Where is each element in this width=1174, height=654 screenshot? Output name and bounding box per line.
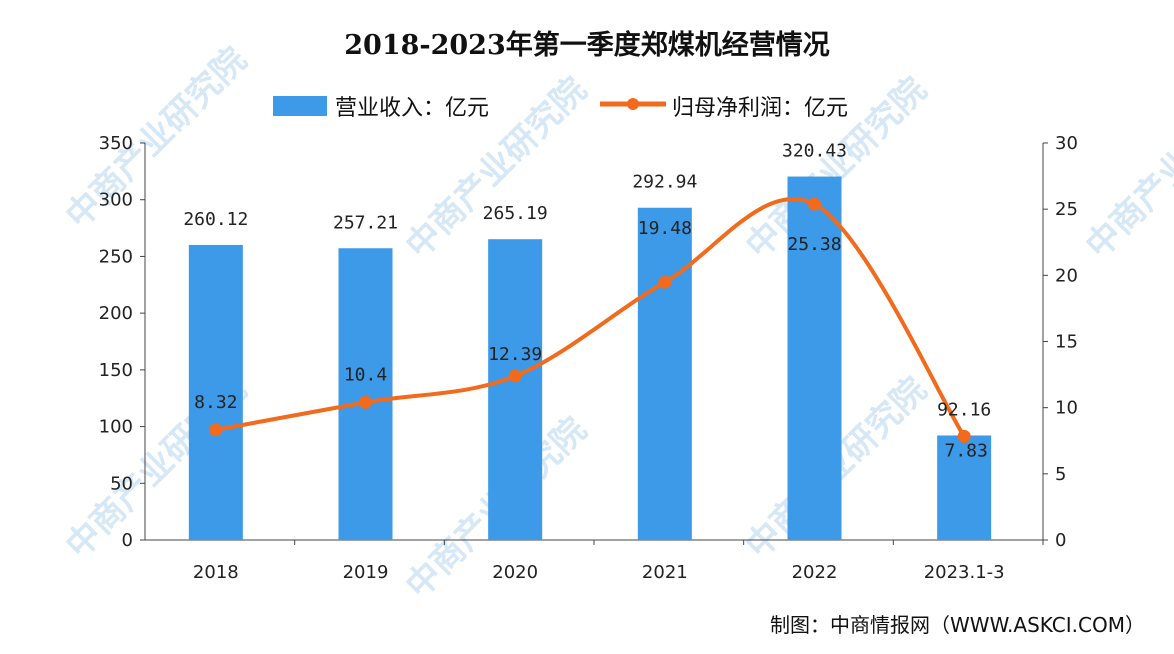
x-tick-label: 2020 [492,562,538,583]
revenue-bar [937,435,992,540]
profit-label: 25.38 [787,234,841,255]
left-tick-label: 100 [99,417,133,438]
x-tick-label: 2023.1-3 [924,562,1005,583]
profit-line [209,196,971,443]
watermark-text: 中商产业研究院 [58,40,255,237]
revenue-bar [637,207,692,540]
revenue-bar [787,176,842,540]
right-tick-label: 25 [1055,199,1078,220]
legend-swatch-bar [273,96,327,116]
profit-marker [209,423,223,437]
data-labels: 260.12 257.21 265.19 292.94 320.43 92.16 8.32 1… [183,141,991,462]
profit-label: 8.32 [194,392,237,413]
left-tick-label: 250 [99,246,133,267]
profit-label: 10.4 [344,364,387,385]
profit-line-path [215,196,966,438]
profit-marker [359,395,372,409]
right-tick-label: 0 [1055,530,1066,551]
profit-label: 7.83 [944,440,987,461]
right-tick-label: 30 [1055,133,1078,154]
x-tick-label: 2019 [343,562,389,583]
revenue-label: 292.94 [632,172,697,193]
profit-marker [957,429,971,443]
revenue-label: 265.19 [483,203,548,224]
revenue-label: 257.21 [333,212,398,233]
revenue-label: 320.43 [782,141,847,162]
revenue-label: 92.16 [937,399,991,420]
x-tick-label: 2022 [792,562,838,583]
left-tick-label: 350 [99,133,133,154]
left-tick-label: 50 [110,473,133,494]
revenue-label: 260.12 [183,209,248,230]
profit-marker [658,275,672,289]
left-tick-label: 0 [122,530,133,551]
legend: 营业收入：亿元 归母净利润：亿元 [273,96,848,121]
legend-label-profit: 归母净利润：亿元 [672,96,848,121]
bars [188,176,992,541]
profit-label: 12.39 [488,344,542,365]
chart-title: 2018-2023年第一季度郑煤机经营情况 [344,29,830,61]
legend-label-revenue: 营业收入：亿元 [335,96,489,121]
revenue-bar [338,248,393,540]
revenue-bar [488,239,543,540]
legend-swatch-marker [627,98,639,110]
profit-marker [808,197,821,211]
right-tick-label: 15 [1055,332,1078,353]
profit-marker [508,369,522,383]
left-tick-label: 150 [99,360,133,381]
left-tick-label: 200 [99,303,133,324]
left-tick-label: 300 [99,190,133,211]
revenue-bar [188,244,243,541]
source-note: 制图：中商情报网（WWW.ASKCI.COM） [770,613,1145,637]
right-tick-label: 5 [1055,464,1066,485]
watermark-text: 中商产业研究院 [1078,70,1174,267]
x-tick-label: 2021 [642,562,688,583]
right-tick-label: 20 [1055,265,1078,286]
axes: 0 50 100 150 200 250 300 350 0 5 10 15 20 25 30 2018 201… [99,133,1078,583]
x-tick-label: 2018 [193,562,239,583]
profit-label: 19.48 [638,218,692,239]
right-tick-label: 10 [1055,398,1078,419]
